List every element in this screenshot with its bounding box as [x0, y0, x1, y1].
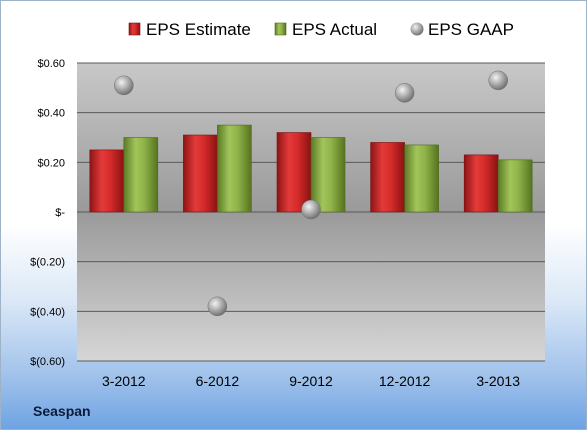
bar-eps-actual	[310, 137, 346, 213]
legend: EPS Estimate EPS Actual EPS GAAP	[128, 20, 514, 39]
bar-eps-estimate	[370, 142, 405, 213]
legend-label: EPS Estimate	[146, 20, 251, 39]
bars	[89, 124, 533, 213]
x-tick-label: 3-2012	[102, 373, 146, 389]
point-eps-gaap	[207, 296, 228, 317]
point-eps-gaap	[394, 83, 415, 103]
legend-swatch	[410, 22, 424, 36]
y-tick-label: $-	[55, 207, 65, 219]
legend-swatch	[274, 22, 287, 36]
y-tick-label: $0.60	[37, 58, 65, 70]
x-tick-label: 12-2012	[379, 373, 431, 389]
bar-eps-actual	[217, 124, 252, 213]
legend-label: EPS Actual	[292, 20, 377, 39]
gaap-points	[114, 70, 508, 317]
point-eps-gaap	[488, 70, 508, 91]
bar-eps-actual	[404, 144, 439, 213]
bar-eps-actual	[497, 159, 533, 213]
legend-swatch	[128, 22, 141, 36]
x-tick-label: 3-2013	[476, 373, 520, 389]
bar-eps-actual	[123, 137, 159, 213]
y-tick-label: $(0.60)	[30, 356, 65, 368]
legend-label: EPS GAAP	[428, 20, 514, 39]
x-tick-label: 9-2012	[289, 373, 333, 389]
y-axis: $0.60 $0.40 $0.20 $- $(0.20) $(0.40) $(0.60)	[30, 58, 65, 368]
point-eps-gaap	[301, 199, 321, 220]
point-eps-gaap	[114, 75, 134, 96]
y-tick-label: $(0.20)	[30, 257, 65, 269]
y-tick-label: $(0.40)	[30, 306, 65, 318]
bar-eps-estimate	[89, 149, 125, 213]
x-axis: 3-2012 6-2012 9-2012 12-2012 3-2013	[102, 373, 520, 389]
x-tick-label: 6-2012	[196, 373, 240, 389]
company-label: Seaspan	[33, 403, 91, 419]
bar-eps-estimate	[276, 132, 312, 213]
y-tick-label: $0.20	[37, 157, 65, 169]
y-tick-label: $0.40	[37, 108, 65, 120]
bar-eps-estimate	[183, 134, 218, 213]
bar-eps-estimate	[463, 154, 499, 213]
